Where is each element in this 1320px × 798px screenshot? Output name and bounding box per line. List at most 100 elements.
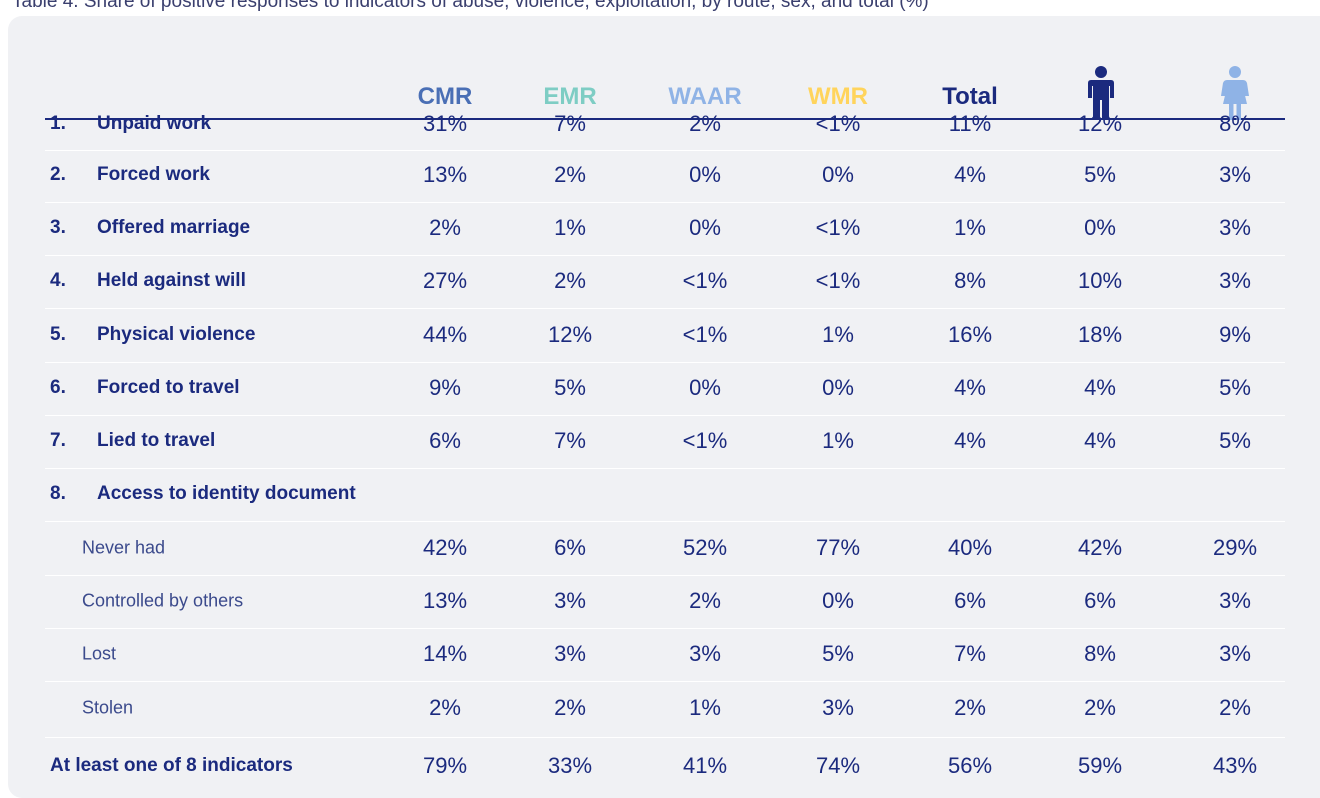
row-number: 8. xyxy=(50,483,66,504)
cell-value: 2% xyxy=(1219,695,1251,720)
cell-value: 2% xyxy=(429,215,461,240)
cell-value: 9% xyxy=(429,375,461,400)
cell-value: 5% xyxy=(1219,428,1251,453)
cell-value: 41% xyxy=(682,753,728,778)
cell-value: 3% xyxy=(1219,215,1251,240)
cell-value: 5% xyxy=(822,641,854,666)
cell-value: 4% xyxy=(954,375,986,400)
sub-row-label: Stolen xyxy=(82,697,134,718)
cell-value: 8% xyxy=(1084,641,1116,666)
row-label: Lied to travel xyxy=(97,430,216,451)
row-number: 4. xyxy=(50,270,66,291)
cell-value: 59% xyxy=(1077,753,1123,778)
column-header: CMR xyxy=(417,83,473,110)
cell-value: 0% xyxy=(1084,215,1116,240)
cell-value: 6% xyxy=(954,588,986,613)
cell-value: 2% xyxy=(554,695,586,720)
cell-value: 5% xyxy=(1219,375,1251,400)
row-separator xyxy=(45,361,1285,363)
cell-value: 2% xyxy=(689,111,721,136)
cell-value: 11% xyxy=(948,111,992,136)
total-row-label: At least one of 8 indicators xyxy=(50,755,293,776)
row-number: 5. xyxy=(50,324,66,345)
row-separator xyxy=(45,254,1285,256)
cell-value: <1% xyxy=(815,111,861,136)
row-number: 1. xyxy=(50,113,66,134)
sub-row-label: Controlled by others xyxy=(82,590,244,611)
cell-value: 0% xyxy=(822,375,854,400)
row-number: 2. xyxy=(50,164,66,185)
cell-value: <1% xyxy=(815,215,861,240)
cell-value: 12% xyxy=(1077,111,1123,136)
cell-value: 4% xyxy=(1084,428,1116,453)
cell-value: 5% xyxy=(1084,162,1116,187)
column-header: EMR xyxy=(543,83,597,110)
female-icon xyxy=(1221,66,1249,120)
cell-value: 31% xyxy=(422,111,468,136)
cell-value: 4% xyxy=(954,162,986,187)
row-separator xyxy=(45,574,1285,576)
row-label: Access to identity document xyxy=(97,483,356,504)
row-label: Forced to travel xyxy=(97,377,240,398)
cell-value: <1% xyxy=(682,268,728,293)
row-separator xyxy=(45,201,1285,203)
row-label: Offered marriage xyxy=(97,217,251,238)
cell-value: 77% xyxy=(815,535,861,560)
cell-value: 6% xyxy=(1084,588,1116,613)
cell-value: 42% xyxy=(422,535,468,560)
cell-value: 2% xyxy=(554,268,586,293)
cell-value: 0% xyxy=(822,588,854,613)
cell-value: 3% xyxy=(1219,268,1251,293)
sub-row-label: Lost xyxy=(82,643,117,664)
row-separator xyxy=(45,681,1285,682)
row-separator xyxy=(45,308,1285,309)
cell-value: 3% xyxy=(554,588,586,613)
cell-value: 52% xyxy=(682,535,728,560)
cell-value: 1% xyxy=(554,215,586,240)
cell-value: 14% xyxy=(422,641,468,666)
column-header: WMR xyxy=(808,83,868,110)
cell-value: 4% xyxy=(1084,375,1116,400)
column-header: WAAR xyxy=(668,83,742,110)
row-label: Held against will xyxy=(97,270,246,291)
cell-value: 3% xyxy=(554,641,586,666)
cell-value: 0% xyxy=(689,215,721,240)
row-separator xyxy=(45,149,1285,151)
row-separator xyxy=(45,627,1285,629)
row-separator xyxy=(45,737,1285,738)
cell-value: 6% xyxy=(429,428,461,453)
cell-value: 4% xyxy=(954,428,986,453)
row-label: Physical violence xyxy=(97,324,256,345)
row-label: Unpaid work xyxy=(97,113,212,134)
row-separator xyxy=(45,414,1285,416)
cell-value: 2% xyxy=(1084,695,1116,720)
cell-value: 18% xyxy=(1077,322,1123,347)
cell-value: 7% xyxy=(554,111,586,136)
cell-value: 3% xyxy=(1219,588,1251,613)
cell-value: <1% xyxy=(682,428,728,453)
cell-value: 1% xyxy=(822,322,854,347)
cell-value: 16% xyxy=(947,322,993,347)
table-panel xyxy=(8,16,1320,798)
row-label: Forced work xyxy=(97,164,210,185)
cell-value: 3% xyxy=(1219,162,1251,187)
cell-value: 74% xyxy=(815,753,861,778)
cell-value: 7% xyxy=(554,428,586,453)
cell-value: 9% xyxy=(1219,322,1251,347)
cell-value: 8% xyxy=(1219,111,1251,136)
cell-value: 6% xyxy=(554,535,586,560)
header-rule xyxy=(45,118,1285,120)
sub-row-label: Never had xyxy=(82,537,166,558)
cell-value: 44% xyxy=(422,322,468,347)
cell-value: 5% xyxy=(554,375,586,400)
cell-value: 8% xyxy=(954,268,986,293)
cell-value: 7% xyxy=(954,641,986,666)
cell-value: 2% xyxy=(429,695,461,720)
caption: Table 4. Share of positive responses to … xyxy=(12,0,929,12)
row-separator xyxy=(45,467,1285,469)
cell-value: 13% xyxy=(422,588,468,613)
cell-value: 0% xyxy=(689,375,721,400)
cell-value: 43% xyxy=(1212,753,1258,778)
row-separator xyxy=(45,521,1285,522)
